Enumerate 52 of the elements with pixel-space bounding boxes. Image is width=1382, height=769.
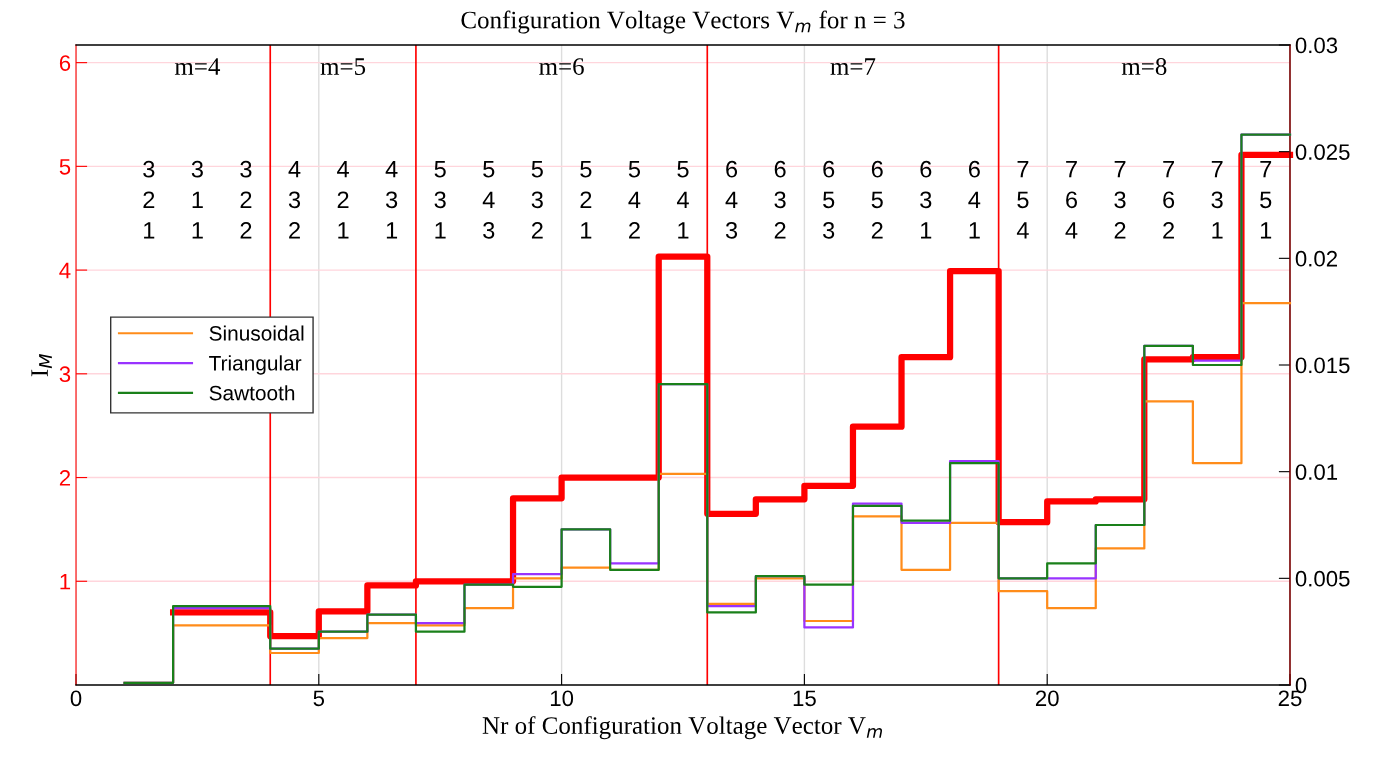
y2-tick-label: 0.01 bbox=[1295, 464, 1338, 480]
y2-tick-label: 0.03 bbox=[1295, 37, 1338, 54]
annotation: 6 4 1 bbox=[968, 160, 981, 239]
annotation: 5 4 1 bbox=[676, 161, 689, 239]
annotation: 7 3 1 bbox=[1211, 161, 1223, 239]
x-tick-label: 0 bbox=[70, 690, 82, 707]
y-tick-label: 5 bbox=[59, 159, 71, 175]
x-tick-label: 20 bbox=[1035, 690, 1059, 707]
annotation: 6 4 3 bbox=[725, 160, 738, 239]
annotation: 5 4 3 bbox=[482, 161, 495, 239]
y2-tick-label: 0.005 bbox=[1295, 570, 1350, 587]
legend-label: Sinusoidal bbox=[209, 325, 304, 341]
y2-tick-label: 0.015 bbox=[1295, 357, 1350, 374]
y-tick-label: 6 bbox=[59, 55, 71, 71]
legend-label: Sawtooth bbox=[209, 385, 295, 401]
x-axis-title: Nr of Configuration Voltage Vector V$_{m}$ bbox=[482, 716, 883, 740]
annotation: 5 3 1 bbox=[434, 161, 446, 239]
y-axis-title: I$_{M}$ bbox=[31, 354, 52, 377]
annotation: 7 6 2 bbox=[1163, 161, 1175, 239]
x-tick-label: 5 bbox=[313, 690, 325, 707]
annotation: 7 3 2 bbox=[1114, 161, 1126, 239]
annotation: m=7 bbox=[830, 58, 876, 75]
legend-label: Triangular bbox=[209, 355, 302, 375]
annotation: m=5 bbox=[320, 58, 366, 75]
annotation: 4 3 2 bbox=[288, 161, 301, 239]
annotation: 6 5 2 bbox=[871, 160, 883, 239]
y2-tick-label: 0.025 bbox=[1295, 144, 1350, 160]
annotation: m=8 bbox=[1121, 58, 1167, 75]
annotation: 6 5 3 bbox=[823, 160, 835, 239]
annotation: 4 3 1 bbox=[385, 161, 398, 239]
x-tick-label: 15 bbox=[793, 690, 816, 707]
x-tick-label: 10 bbox=[550, 690, 574, 707]
annotation: m=4 bbox=[174, 58, 221, 75]
y-tick-label: 3 bbox=[59, 366, 71, 383]
annotation: 3 2 2 bbox=[240, 160, 252, 239]
annotation: 3 1 1 bbox=[191, 160, 203, 239]
y-tick-label: 4 bbox=[59, 262, 71, 279]
annotation: 6 3 1 bbox=[920, 160, 932, 239]
y-tick-label: 2 bbox=[59, 470, 71, 486]
annotation: 3 2 1 bbox=[143, 160, 155, 239]
annotation: 5 3 2 bbox=[531, 161, 543, 239]
y-tick-label: 1 bbox=[60, 574, 71, 590]
annotation: 5 2 1 bbox=[580, 161, 592, 239]
y2-tick-label: 0.02 bbox=[1295, 250, 1337, 267]
annotation: m=6 bbox=[539, 58, 584, 75]
annotation: 7 5 1 bbox=[1260, 161, 1272, 239]
annotation: 7 6 4 bbox=[1065, 161, 1078, 239]
annotation: 6 3 2 bbox=[774, 160, 786, 239]
chart-title: Configuration Voltage Vectors V$_{m}$ for n = 3 bbox=[461, 10, 905, 34]
annotation: 4 2 1 bbox=[337, 161, 349, 239]
annotation: 5 4 2 bbox=[628, 161, 641, 239]
annotation: 7 5 4 bbox=[1016, 161, 1029, 239]
